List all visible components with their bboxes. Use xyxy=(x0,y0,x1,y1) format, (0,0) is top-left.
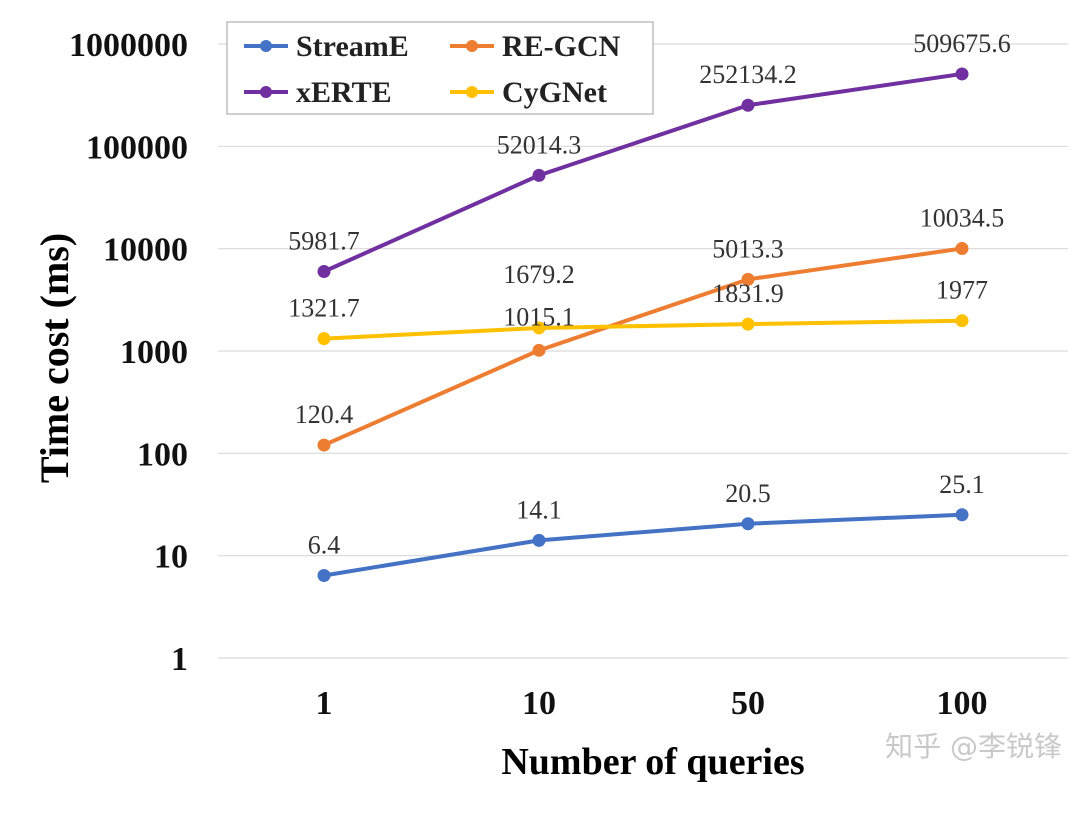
data-point-streame xyxy=(317,569,331,583)
data-point-re-gcn xyxy=(532,343,546,357)
data-label-streame: 6.4 xyxy=(308,531,341,560)
data-point-streame xyxy=(741,517,755,531)
x-tick-label: 1 xyxy=(316,685,333,722)
data-point-xerte xyxy=(532,168,546,182)
data-label-cygnet: 1831.9 xyxy=(712,279,784,308)
legend-marker-streame xyxy=(260,40,272,52)
data-label-cygnet: 1321.7 xyxy=(288,294,360,323)
y-axis-title: Time cost (ms) xyxy=(32,233,77,483)
y-tick-label: 10000 xyxy=(103,232,188,269)
data-label-cygnet: 1977 xyxy=(936,276,988,305)
data-label-streame: 20.5 xyxy=(725,479,771,508)
legend-marker-cygnet xyxy=(466,86,478,98)
x-tick-label: 100 xyxy=(937,685,988,722)
x-axis-title: Number of queries xyxy=(501,741,804,783)
data-point-cygnet xyxy=(317,332,331,346)
series-line-xerte xyxy=(322,71,964,274)
series-line-re-gcn xyxy=(322,246,964,448)
x-tick-label: 50 xyxy=(731,685,765,722)
data-label-cygnet: 1679.2 xyxy=(503,260,575,289)
data-label-re-gcn: 5013.3 xyxy=(712,234,784,263)
x-axis-ticks: 1 10 50 100 xyxy=(316,685,988,722)
y-tick-label: 1000 xyxy=(120,334,188,371)
data-label-xerte: 52014.3 xyxy=(497,130,582,159)
data-point-re-gcn xyxy=(741,272,755,286)
data-point-streame xyxy=(955,508,969,522)
data-label-streame: 25.1 xyxy=(939,470,985,499)
legend: StreamE RE-GCN xERTE CyGNet xyxy=(226,21,654,115)
data-point-cygnet xyxy=(741,317,755,331)
legend-marker-xerte xyxy=(260,86,272,98)
watermark-text: 知乎 @李锐锋 xyxy=(885,730,1062,763)
data-labels: 6.4 14.1 20.5 25.1 120.4 1015.1 5013.3 10034.5 5… xyxy=(288,29,1011,560)
data-label-streame: 14.1 xyxy=(516,495,562,524)
gridlines xyxy=(218,43,1068,659)
data-point-re-gcn xyxy=(955,242,969,256)
y-tick-label: 100 xyxy=(137,436,188,473)
data-label-xerte: 252134.2 xyxy=(699,60,797,89)
data-label-re-gcn: 10034.5 xyxy=(920,204,1005,233)
data-point-cygnet xyxy=(955,314,969,328)
data-point-xerte xyxy=(955,67,969,81)
legend-box xyxy=(226,21,654,115)
data-point-xerte xyxy=(741,98,755,112)
y-tick-label: 1000000 xyxy=(69,27,188,64)
legend-label-xerte: xERTE xyxy=(296,76,392,109)
y-axis-ticks: 1 10 100 1000 10000 100000 1000000 xyxy=(69,27,188,678)
data-label-xerte: 5981.7 xyxy=(288,227,360,256)
y-tick-label: 10 xyxy=(154,539,188,576)
data-point-cygnet xyxy=(532,321,546,335)
series-group xyxy=(317,67,969,583)
data-label-re-gcn: 1015.1 xyxy=(503,302,575,331)
series-line-cygnet xyxy=(322,318,964,341)
y-tick-label: 100000 xyxy=(86,129,188,166)
legend-label-cygnet: CyGNet xyxy=(502,76,607,109)
data-point-xerte xyxy=(317,265,331,279)
data-label-re-gcn: 120.4 xyxy=(295,400,354,429)
data-label-xerte: 509675.6 xyxy=(913,29,1011,58)
legend-marker-re-gcn xyxy=(466,40,478,52)
x-tick-label: 10 xyxy=(522,685,556,722)
series-line-streame xyxy=(322,512,964,578)
data-point-streame xyxy=(532,533,546,547)
y-tick-label: 1 xyxy=(171,641,188,678)
data-point-re-gcn xyxy=(317,438,331,452)
legend-label-streame: StreamE xyxy=(296,30,409,63)
legend-label-re-gcn: RE-GCN xyxy=(502,30,621,63)
